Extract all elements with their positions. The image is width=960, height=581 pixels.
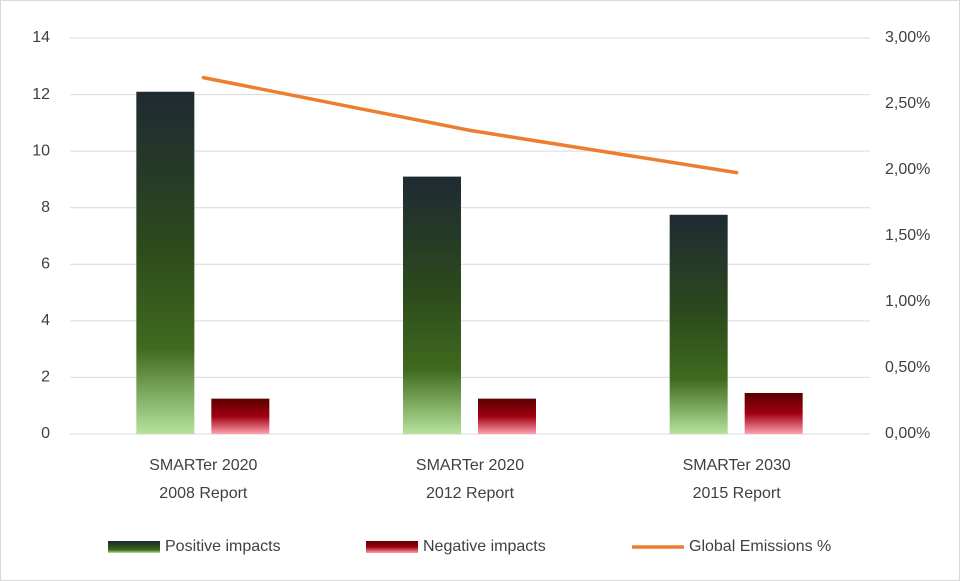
y2-tick-label: 2,00%	[885, 161, 930, 178]
bar	[669, 214, 728, 434]
line-series	[201, 75, 739, 175]
bar	[478, 398, 536, 434]
legend-label: Global Emissions %	[689, 538, 831, 555]
y-tick-label: 8	[41, 199, 50, 216]
y-tick-label: 10	[32, 142, 50, 159]
x-tick-label: SMARTer 2020 2008 Report	[149, 457, 257, 502]
y2-tick-label: 3,00%	[885, 29, 930, 46]
x-tick-label: SMARTer 2020 2012 Report	[416, 457, 524, 502]
bar	[136, 91, 195, 434]
legend-swatch	[108, 541, 160, 553]
y2-tick-label: 2,50%	[885, 95, 930, 112]
y2-tick-label: 0,00%	[885, 425, 930, 442]
bar	[211, 398, 270, 434]
y2-tick-label: 0,50%	[885, 359, 930, 376]
legend-swatch	[366, 541, 418, 553]
x-tick-label: SMARTer 2030 2015 Report	[683, 457, 791, 502]
y-tick-label: 2	[41, 369, 50, 386]
y-tick-label: 12	[32, 86, 50, 103]
y-tick-label: 14	[32, 29, 50, 46]
y-tick-label: 0	[41, 425, 50, 442]
bar	[744, 392, 803, 434]
legend-label: Positive impacts	[165, 538, 281, 555]
y-tick-label: 6	[41, 256, 50, 273]
y2-tick-label: 1,50%	[885, 227, 930, 244]
y-tick-label: 4	[41, 312, 50, 329]
bar	[403, 176, 461, 434]
legend-label: Negative impacts	[423, 538, 546, 555]
y2-tick-label: 1,00%	[885, 293, 930, 310]
